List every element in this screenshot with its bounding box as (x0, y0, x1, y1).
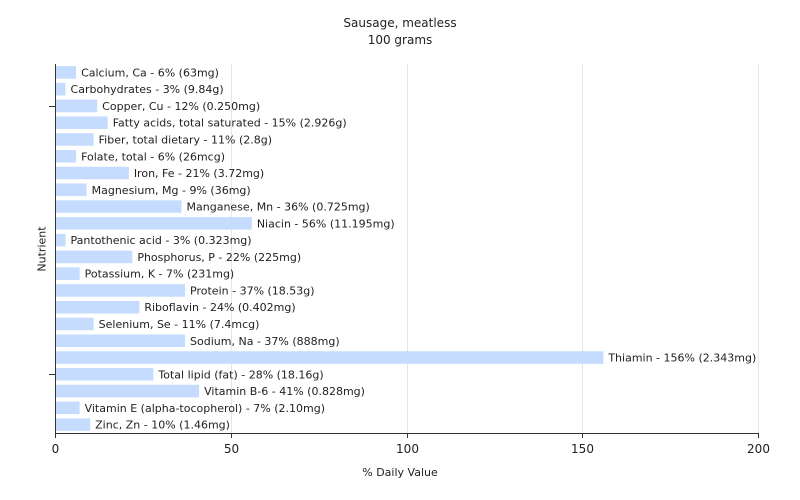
bar (56, 82, 66, 96)
bar (56, 250, 133, 264)
bar-label: Sodium, Na - 37% (888mg) (190, 335, 340, 348)
bar (56, 183, 87, 197)
bar (56, 99, 98, 113)
x-tick-label: 150 (571, 442, 594, 456)
bar (56, 384, 200, 398)
bar (56, 116, 108, 129)
bar-label: Protein - 37% (18.53g) (190, 284, 315, 297)
bar (56, 217, 252, 230)
x-tick-label: 50 (224, 442, 239, 456)
x-tick-label: 100 (396, 442, 419, 456)
x-tick-label: 200 (747, 442, 770, 456)
bar (56, 284, 186, 297)
bar-labels: Calcium, Ca - 6% (63mg) Carbohydrates - 3… (71, 66, 757, 431)
bar-label: Copper, Cu - 12% (0.250mg) (102, 100, 260, 113)
bar-label: Manganese, Mn - 36% (0.725mg) (187, 201, 370, 214)
grid-lines (231, 64, 759, 433)
bar-label: Selenium, Se - 11% (7.4mcg) (99, 318, 260, 331)
bar (56, 418, 91, 431)
bar (56, 368, 154, 381)
bar-label: Carbohydrates - 3% (9.84g) (71, 83, 224, 96)
bar (56, 149, 77, 163)
bar-label: Fatty acids, total saturated - 15% (2.92… (113, 117, 347, 130)
bars (56, 66, 604, 431)
bar (56, 300, 140, 314)
bar (56, 233, 66, 247)
bar-label: Zinc, Zn - 10% (1.46mg) (95, 419, 230, 432)
bar (56, 317, 94, 331)
bar-label: Magnesium, Mg - 9% (36mg) (92, 184, 251, 197)
axes: 0 50 100 150 200 (49, 64, 770, 456)
x-tick-label: 0 (52, 442, 60, 456)
chart-title: Sausage, meatless (343, 16, 457, 30)
bar (56, 267, 80, 280)
bar (56, 334, 186, 348)
bar-label: Fiber, total dietary - 11% (2.8g) (99, 133, 272, 146)
x-axis-label: % Daily Value (362, 466, 438, 479)
bar-label: Vitamin B-6 - 41% (0.828mg) (204, 385, 365, 398)
bar-label: Thiamin - 156% (2.343mg) (607, 352, 756, 365)
bar-label: Pantothenic acid - 3% (0.323mg) (71, 234, 252, 247)
bar-label: Calcium, Ca - 6% (63mg) (81, 66, 219, 79)
bar (56, 66, 77, 79)
bar-label: Iron, Fe - 21% (3.72mg) (134, 167, 264, 180)
bar (56, 401, 80, 415)
bar-label: Niacin - 56% (11.195mg) (257, 217, 395, 230)
chart-subtitle: 100 grams (367, 33, 433, 47)
bar (56, 166, 129, 180)
bar (56, 133, 94, 146)
bar-label: Total lipid (fat) - 28% (18.16g) (157, 368, 323, 381)
bar (56, 351, 604, 364)
y-axis-label: Nutrient (35, 226, 49, 272)
bar-label: Riboflavin - 24% (0.402mg) (144, 301, 295, 314)
bar-label: Phosphorus, P - 22% (225mg) (137, 251, 301, 264)
bar-label: Folate, total - 6% (26mcg) (81, 150, 225, 163)
bar (56, 200, 182, 213)
bar-label: Vitamin E (alpha-tocopherol) - 7% (2.10m… (85, 402, 325, 415)
bar-label: Potassium, K - 7% (231mg) (85, 268, 235, 281)
